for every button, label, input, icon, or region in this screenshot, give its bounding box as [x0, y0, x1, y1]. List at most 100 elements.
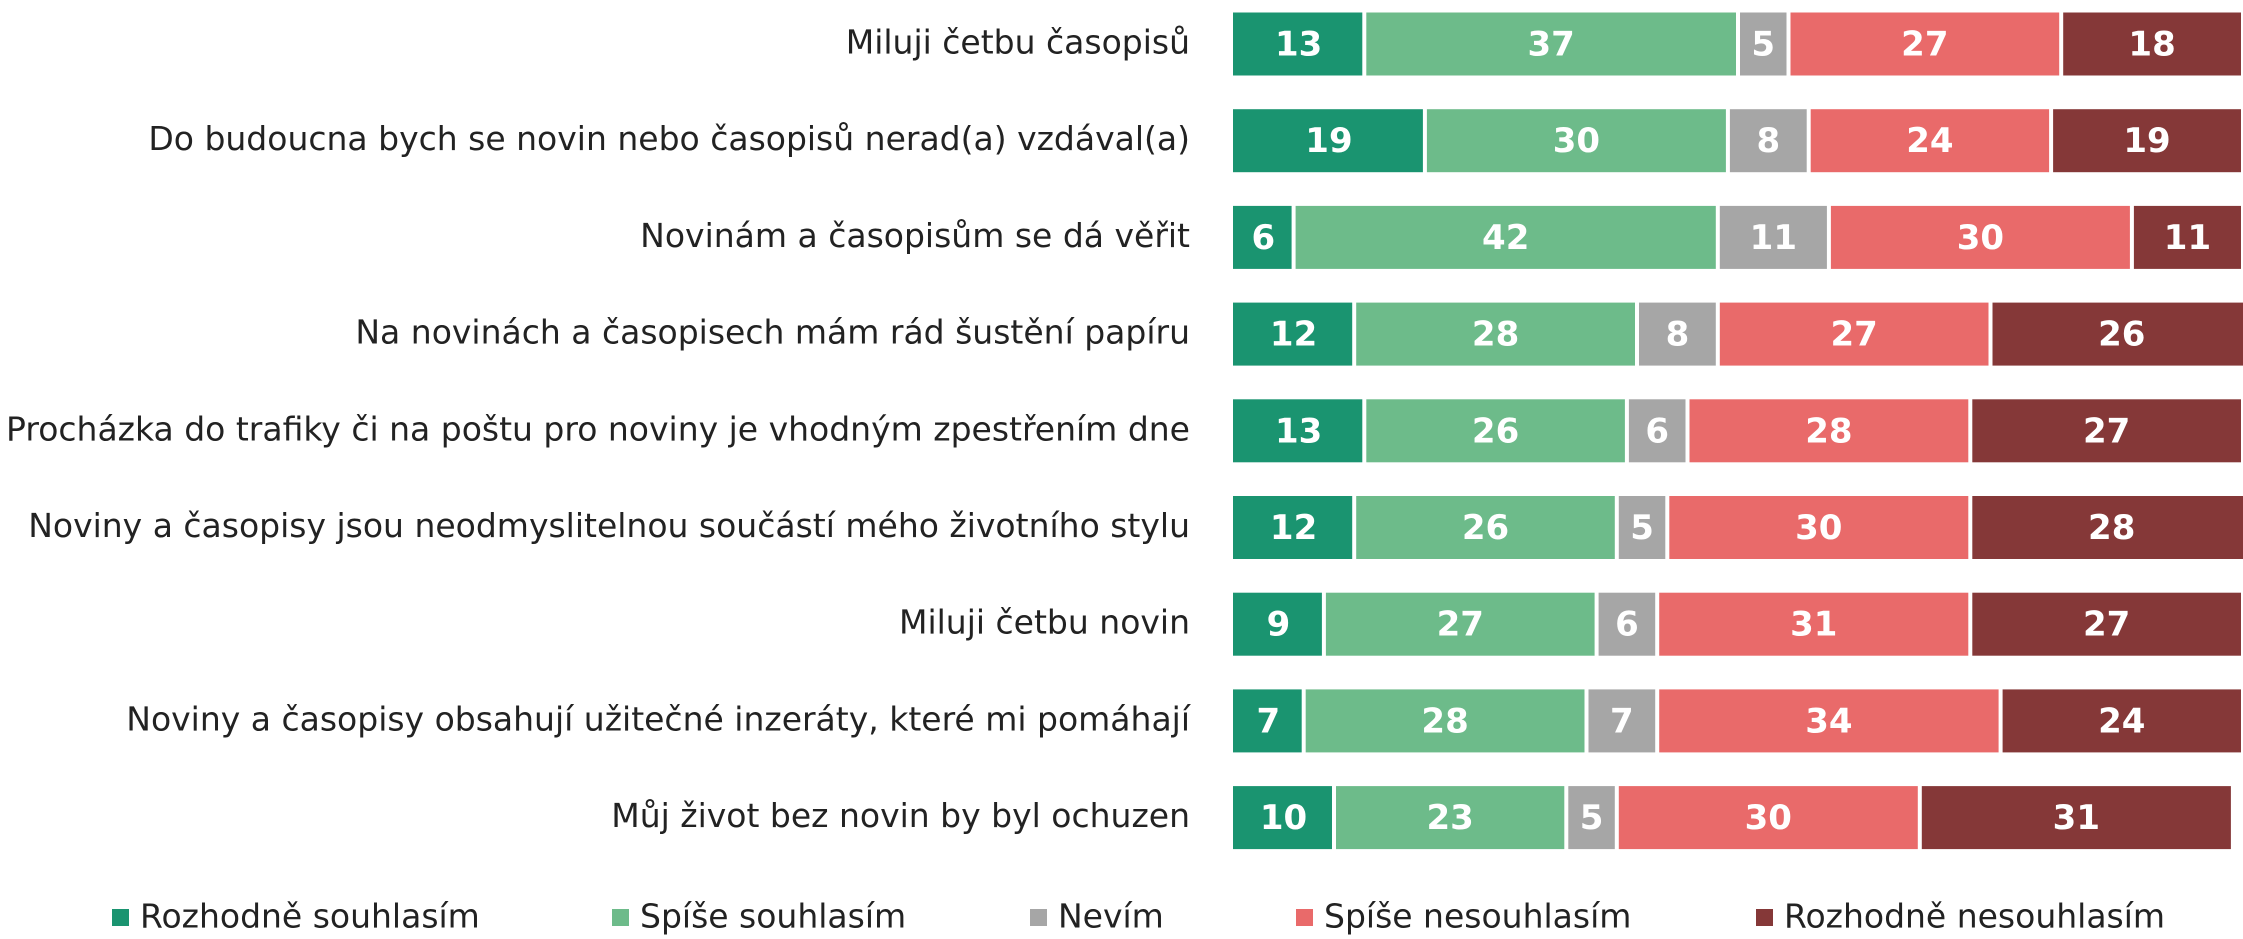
bar-segment	[1366, 12, 1736, 76]
bar-segment	[1598, 592, 1656, 656]
segment-label: 6	[1615, 605, 1639, 645]
segment-label: 12	[1270, 315, 1317, 355]
bar-segment	[1233, 205, 1292, 269]
segment-label: 9	[1267, 605, 1291, 645]
segment-label: 30	[1795, 508, 1842, 548]
segment-label: 8	[1756, 121, 1780, 161]
segment-label: 31	[2053, 798, 2100, 838]
bar-segment	[1830, 205, 2130, 269]
segment-label: 6	[1645, 411, 1669, 451]
segment-label: 27	[1901, 25, 1948, 65]
legend-label: Spíše souhlasím	[640, 897, 906, 936]
segment-label: 13	[1275, 411, 1322, 451]
bar-segment	[1740, 12, 1787, 76]
bar-segment	[2002, 689, 2241, 753]
bar-segment	[1356, 496, 1615, 559]
segment-label: 31	[1790, 605, 1837, 645]
segment-label: 42	[1482, 218, 1529, 258]
segment-label: 19	[2123, 121, 2170, 161]
segment-label: 26	[2098, 315, 2145, 355]
segment-label: 7	[1610, 701, 1634, 741]
segment-label: 5	[1751, 25, 1775, 65]
category-label: Na novinách a časopisech mám rád šustění…	[355, 313, 1190, 352]
segment-label: 10	[1260, 798, 1307, 838]
bar-segment	[1669, 496, 1969, 559]
bar-segment	[1628, 399, 1686, 463]
category-label: Procházka do trafiky či na poštu pro nov…	[6, 409, 1190, 448]
bar-segment	[1729, 109, 1807, 173]
legend-swatch	[112, 909, 129, 926]
segment-label: 11	[1750, 218, 1797, 258]
bar-segment	[1336, 786, 1565, 850]
bar-segment	[1972, 496, 2243, 559]
bar-segment	[1659, 592, 1969, 656]
bar-segment	[1233, 496, 1353, 559]
category-label: Do budoucna bych se novin nebo časopisů …	[148, 119, 1190, 158]
bar-segment	[1618, 496, 1666, 559]
segment-label: 5	[1630, 508, 1654, 548]
segment-label: 23	[1426, 798, 1473, 838]
segment-label: 28	[1805, 411, 1852, 451]
bar-segment	[1719, 302, 1989, 366]
legend-label: Rozhodně nesouhlasím	[1784, 897, 2165, 936]
segment-label: 18	[2128, 25, 2175, 65]
bar-segment	[1233, 302, 1353, 366]
category-label: Můj život bez novin by byl ochuzen	[611, 796, 1190, 835]
bar-segment	[1689, 399, 1969, 463]
legend-swatch	[1296, 909, 1313, 926]
bar-segment	[1233, 592, 1322, 656]
bar-segment	[1972, 399, 2241, 463]
bar-segment	[1568, 786, 1615, 850]
bar-segment	[1992, 302, 2243, 366]
category-label: Miluji četbu novin	[899, 603, 1190, 642]
bar-segment	[1921, 786, 2231, 850]
bar-segment	[2053, 109, 2241, 173]
bar-segment	[1426, 109, 1726, 173]
bar-segment	[1810, 109, 2050, 173]
legend-label: Rozhodně souhlasím	[140, 897, 480, 936]
bar-segment	[1295, 205, 1716, 269]
segment-label: 28	[1472, 315, 1519, 355]
segment-label: 28	[1421, 701, 1468, 741]
bar-segment	[1639, 302, 1716, 366]
bar-segment	[2133, 205, 2241, 269]
segment-label: 27	[2083, 605, 2130, 645]
segment-label: 27	[1437, 605, 1484, 645]
bar-segment	[1233, 12, 1363, 76]
bar-segment	[1233, 786, 1332, 850]
bar-segment	[1972, 592, 2241, 656]
bar-segment	[1233, 689, 1302, 753]
legend-label: Nevím	[1058, 897, 1164, 936]
legend-swatch	[1756, 909, 1773, 926]
category-label: Novinám a časopisům se dá věřit	[640, 216, 1190, 255]
bar-segment	[1719, 205, 1827, 269]
segment-label: 30	[1745, 798, 1792, 838]
segment-label: 28	[2088, 508, 2135, 548]
segment-label: 37	[1527, 25, 1574, 65]
segment-label: 8	[1666, 315, 1690, 355]
segment-label: 5	[1580, 798, 1604, 838]
segment-label: 27	[1830, 315, 1877, 355]
category-label: Miluji četbu časopisů	[846, 23, 1190, 62]
legend-swatch	[612, 909, 629, 926]
segment-label: 19	[1305, 121, 1352, 161]
bar-segment	[1305, 689, 1585, 753]
segment-label: 11	[2164, 218, 2211, 258]
bar-segment	[1356, 302, 1635, 366]
segment-label: 6	[1251, 218, 1275, 258]
segment-label: 34	[1805, 701, 1852, 741]
bar-segment	[1325, 592, 1595, 656]
category-label: Noviny a časopisy jsou neodmyslitelnou s…	[28, 506, 1190, 545]
segment-label: 24	[2098, 701, 2145, 741]
segment-label: 30	[1553, 121, 1600, 161]
bar-segment	[1588, 689, 1656, 753]
segment-label: 24	[1906, 121, 1953, 161]
bar-segment	[1233, 399, 1363, 463]
segment-label: 27	[2083, 411, 2130, 451]
bar-segment	[2063, 12, 2241, 76]
segment-label: 26	[1472, 411, 1519, 451]
segment-label: 12	[1270, 508, 1317, 548]
bar-segment	[1366, 399, 1625, 463]
category-label: Noviny a časopisy obsahují užitečné inze…	[126, 699, 1192, 738]
